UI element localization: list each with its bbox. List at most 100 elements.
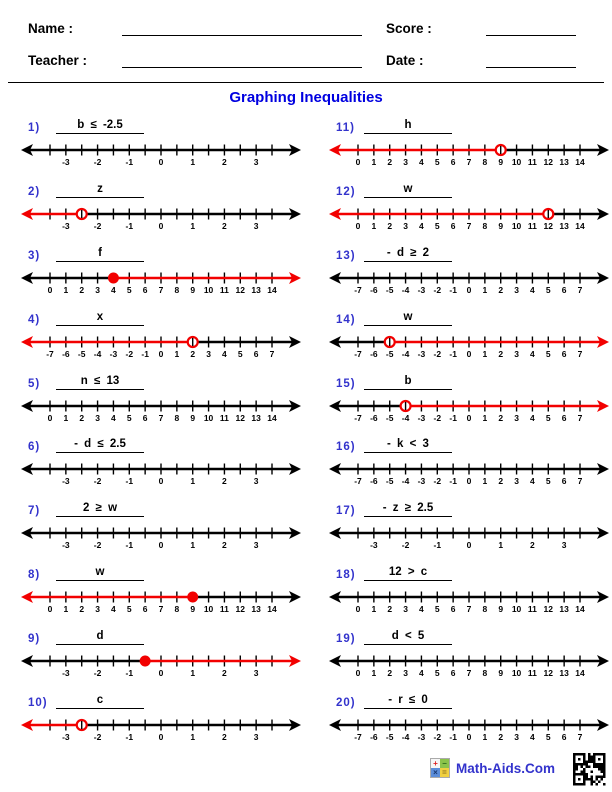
inequality-label: b [364,374,452,390]
problem-header: 15) b [328,373,610,390]
tick-label: -7 [354,732,362,742]
tick-label: 4 [222,349,227,359]
tick-label: 1 [63,413,68,423]
tick-label: 3 [403,604,408,614]
tick-label: 5 [127,604,132,614]
tick-label: 5 [546,413,551,423]
tick-label: 10 [204,285,214,295]
left-arrow-icon [329,463,341,476]
problem-number: 12) [336,185,356,198]
left-arrow-icon [329,719,341,732]
right-arrow-icon [597,399,609,412]
tick-label: -2 [434,285,442,295]
inequality-label: f [56,246,144,262]
tick-label: 2 [498,349,503,359]
tick-label: 3 [514,349,519,359]
problem-number: 20) [336,697,356,710]
tick-label: -4 [402,349,410,359]
number-line-10: -3 -2 -1 0 1 2 3 [21,718,301,742]
tick-label: 13 [559,221,569,231]
tick-label: 1 [371,604,376,614]
problem-header: 12) w [328,181,610,198]
tick-label: 7 [159,413,164,423]
tick-label: 14 [575,604,585,614]
problem-number: 18) [336,569,356,582]
problem-number: 4) [28,313,41,326]
tick-label: 4 [530,285,535,295]
tick-label: 4 [530,476,535,486]
problem-header: 19) d < 5 [328,628,610,646]
problem-3: 3) f 0 1 2 3 4 5 6 7 8 9 10 11 12 13 14 [20,240,302,304]
problem-header: 4) x [20,309,302,326]
right-arrow-icon [597,207,609,220]
tick-label: -5 [386,285,394,295]
right-arrow-icon [289,655,301,668]
problem-10: 10) c -3 -2 -1 0 1 2 3 [20,687,302,751]
problem-header: 17) - z ≥ 2.5 [328,500,610,518]
tick-label: 0 [48,285,53,295]
number-line-2: -3 -2 -1 0 1 2 3 [21,207,301,231]
inequality-label: - k < 3 [364,437,452,454]
tick-label: 1 [190,668,195,678]
tick-label: 1 [63,285,68,295]
tick-label: 4 [419,221,424,231]
header-divider [8,82,604,83]
tick-label: 1 [371,221,376,231]
tick-label: 11 [528,157,537,167]
tick-label: 1 [63,604,68,614]
tick-label: 3 [95,285,100,295]
tick-label: -6 [370,285,378,295]
tick-label: 3 [514,476,519,486]
right-arrow-icon [289,719,301,732]
tick-label: 0 [467,540,472,550]
tick-label: -3 [418,413,426,423]
inequality-label: h [364,118,452,134]
number-line-16: -7 -6 -5 -4 -3 -2 -1 0 1 2 3 4 5 6 7 [329,463,609,486]
tick-label: 6 [451,221,456,231]
problem-header: 3) f [20,245,302,262]
tick-label: -5 [386,413,394,423]
tick-label: 3 [403,221,408,231]
tick-label: 7 [467,221,472,231]
problem-number: 3) [28,249,41,262]
tick-label: 3 [254,732,259,742]
tick-label: -1 [449,413,457,423]
closed-circle-icon [139,655,151,667]
right-arrow-icon [289,144,301,156]
number-line-13: -7 -6 -5 -4 -3 -2 -1 0 1 2 3 4 5 6 7 [329,271,609,295]
qr-code [572,753,605,786]
tick-label: -7 [354,476,362,486]
tick-label: 3 [514,285,519,295]
tick-label: 14 [267,413,277,423]
problem-19: 19) d < 5 0 1 2 3 4 5 6 7 8 9 10 11 12 13 14 [328,623,610,687]
tick-label: -3 [418,732,426,742]
tick-label: 7 [578,732,583,742]
problem-11: 11) h 0 1 2 3 4 5 6 7 8 9 10 11 12 13 14 [328,112,610,176]
tick-label: 13 [559,668,569,678]
tick-label: 6 [451,668,456,678]
tick-label: -3 [110,349,118,359]
tick-label: -3 [62,540,70,550]
tick-label: -2 [434,413,442,423]
tick-label: 3 [254,476,259,486]
problem-number: 5) [28,377,41,390]
brand-name: Math-Aids.Com [456,760,555,776]
tick-label: -5 [386,476,394,486]
tick-label: 0 [356,668,361,678]
tick-label: 10 [512,604,522,614]
problem-number: 10) [28,697,48,710]
problems-column-left: 1) b ≤ -2.5 -3 -2 -1 0 1 2 3 2) z -3 -2 -1 0 1 2 3 3) f 0 1 2 3… [20,112,302,751]
left-arrow-icon [329,655,341,668]
tick-label: -1 [126,668,134,678]
right-arrow-icon [597,527,609,540]
tick-label: 0 [356,157,361,167]
tick-label: 5 [435,221,440,231]
page-title: Graphing Inequalities [229,89,383,106]
number-line-17: -3 -2 -1 0 1 2 3 [329,527,609,550]
problem-header: 14) w [328,309,610,326]
tick-label: 1 [190,221,195,231]
tick-label: 7 [578,285,583,295]
problem-number: 14) [336,313,356,326]
tick-label: 0 [48,604,53,614]
